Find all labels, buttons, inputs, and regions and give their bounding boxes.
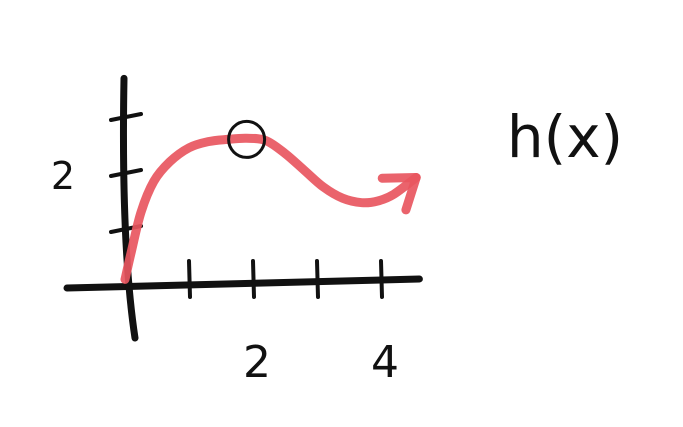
axis-tick-labels: 2 4 2 xyxy=(51,154,399,388)
y-axis xyxy=(119,74,139,342)
y-tick-label: 2 xyxy=(51,154,75,198)
series-line-h-x xyxy=(120,133,421,284)
x-tick xyxy=(379,259,384,299)
x-tick-label: 2 xyxy=(243,337,271,388)
x-tick xyxy=(315,259,320,299)
x-axis xyxy=(63,275,423,292)
function-label: h(x) xyxy=(507,103,623,171)
y-tick xyxy=(109,112,143,122)
series-arrowhead xyxy=(377,172,421,215)
x-tick xyxy=(251,259,256,299)
series-layer xyxy=(120,133,421,284)
x-tick xyxy=(187,259,192,299)
x-tick-label: 4 xyxy=(371,337,399,388)
y-tick xyxy=(109,168,143,178)
local-maximum-circle xyxy=(227,119,267,159)
axis-ticks xyxy=(109,112,384,299)
annotation-layer xyxy=(227,119,267,159)
axes xyxy=(63,74,423,342)
